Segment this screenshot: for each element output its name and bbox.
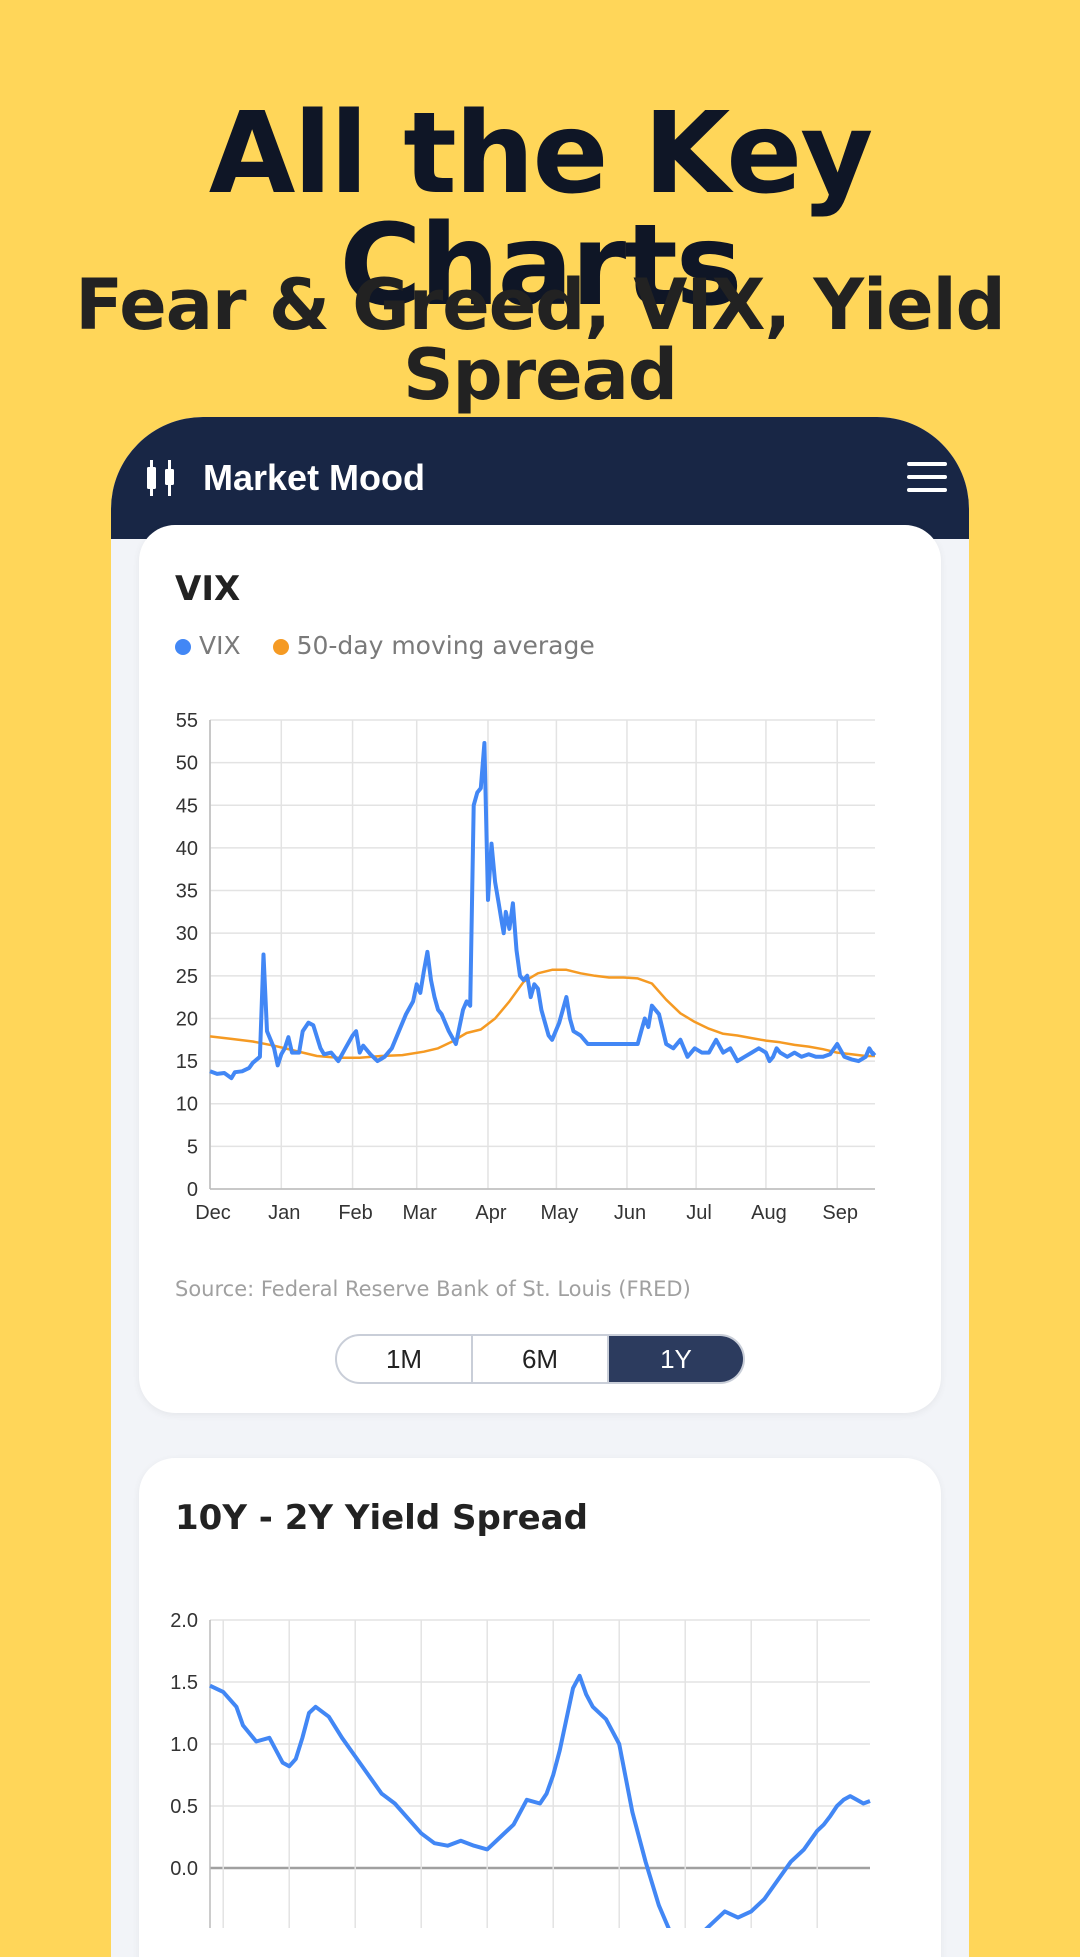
y-tick-label: 15 <box>176 1051 198 1073</box>
range-6m-button[interactable]: 6M <box>473 1336 609 1382</box>
y-tick-label: 0 <box>187 1179 198 1201</box>
y-tick-label: 50 <box>176 753 198 775</box>
y-tick-label: 1.0 <box>170 1734 198 1756</box>
y-tick-label: 25 <box>176 966 198 988</box>
y-tick-label: 30 <box>176 923 198 945</box>
x-tick-label: Sep <box>822 1202 858 1224</box>
x-tick-label: Jul <box>686 1202 712 1224</box>
app-title: Market Mood <box>203 457 426 498</box>
x-tick-label: Apr <box>475 1202 506 1224</box>
x-tick-label: Jun <box>614 1202 646 1224</box>
vix-ma-series-line <box>209 968 875 1059</box>
y-tick-label: 20 <box>176 1008 198 1030</box>
y-tick-label: 55 <box>176 710 198 732</box>
y-tick-label: 0.0 <box>170 1858 198 1880</box>
y-tick-label: 1.5 <box>170 1672 198 1694</box>
y-tick-label: 45 <box>176 795 198 817</box>
phone-screen: Market Mood VIX VIX 50-day moving averag… <box>111 417 969 1957</box>
x-tick-label: Aug <box>751 1202 787 1224</box>
vix-card: VIX VIX 50-day moving average 0 5 10 15 20 25… <box>139 525 941 1413</box>
y-tick-label: 40 <box>176 838 198 860</box>
y-tick-label: 35 <box>176 881 198 903</box>
vix-card-title: VIX <box>175 569 241 609</box>
y-tick-label: 2.0 <box>170 1610 198 1632</box>
x-tick-label: Mar <box>402 1202 437 1224</box>
range-1m-button[interactable]: 1M <box>337 1336 473 1382</box>
promo-headline: All the Key Charts <box>208 89 873 331</box>
yield-spread-chart: 0.0 0.5 1.0 1.5 2.0 <box>170 1610 871 1928</box>
vix-source: Source: Federal Reserve Bank of St. Loui… <box>175 1277 691 1301</box>
vix-chart: 0 5 10 15 20 25 30 35 40 45 50 55 Dec Jan Feb Mar Apr May… <box>176 710 877 1224</box>
vix-series-line <box>209 741 877 1081</box>
y-tick-label: 5 <box>187 1136 198 1158</box>
promo-subheadline: Fear & Greed, VIX, Yield Spread <box>75 264 1005 416</box>
y-tick-label: 10 <box>176 1094 198 1116</box>
yield-spread-card: 10Y - 2Y Yield Spread 0.0 0.5 1.0 1.5 2.0 <box>139 1458 941 1957</box>
vix-legend: VIX 50-day moving average <box>175 631 619 660</box>
x-tick-label: May <box>541 1202 579 1224</box>
x-tick-label: Feb <box>338 1202 372 1224</box>
legend-item-ma: 50-day moving average <box>272 631 595 660</box>
x-tick-label: Jan <box>268 1202 300 1224</box>
range-1y-button[interactable]: 1Y <box>609 1336 743 1382</box>
candlestick-icon <box>147 460 174 496</box>
yield-spread-title: 10Y - 2Y Yield Spread <box>175 1498 588 1538</box>
legend-item-vix: VIX <box>175 631 241 660</box>
x-tick-label: Dec <box>195 1202 231 1224</box>
spread-series-line <box>209 1673 871 1928</box>
range-selector: 1M 6M 1Y <box>335 1334 745 1384</box>
app-bar: Market Mood <box>111 417 969 539</box>
hamburger-menu-icon[interactable] <box>907 462 947 492</box>
y-tick-label: 0.5 <box>170 1796 198 1818</box>
